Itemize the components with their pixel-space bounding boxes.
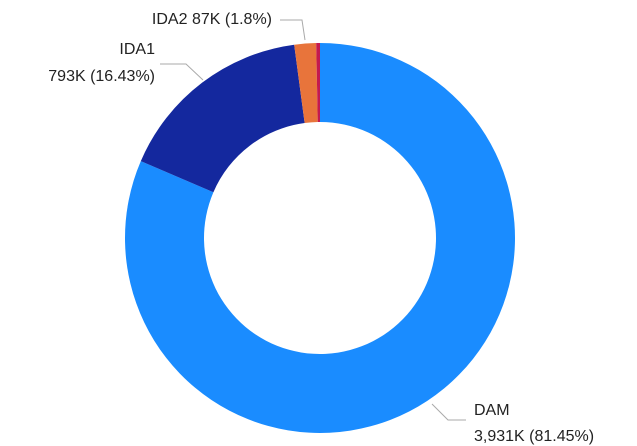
leader-line xyxy=(160,63,204,81)
data-label: IDA2 87K (1.8%) xyxy=(152,11,272,28)
slice xyxy=(125,43,515,433)
value-label: 3,931K (81.45%) xyxy=(474,428,594,445)
category-label: DAM xyxy=(474,402,510,419)
leader-line xyxy=(431,403,466,421)
slice xyxy=(316,43,320,123)
category-label: IDA2 xyxy=(152,11,188,28)
slice xyxy=(294,43,318,124)
slice xyxy=(140,44,305,193)
leader-line xyxy=(280,19,306,41)
value-label: 793K (16.43%) xyxy=(48,68,155,85)
category-label: IDA1 xyxy=(119,41,155,58)
value-label: 87K (1.8%) xyxy=(192,11,272,28)
